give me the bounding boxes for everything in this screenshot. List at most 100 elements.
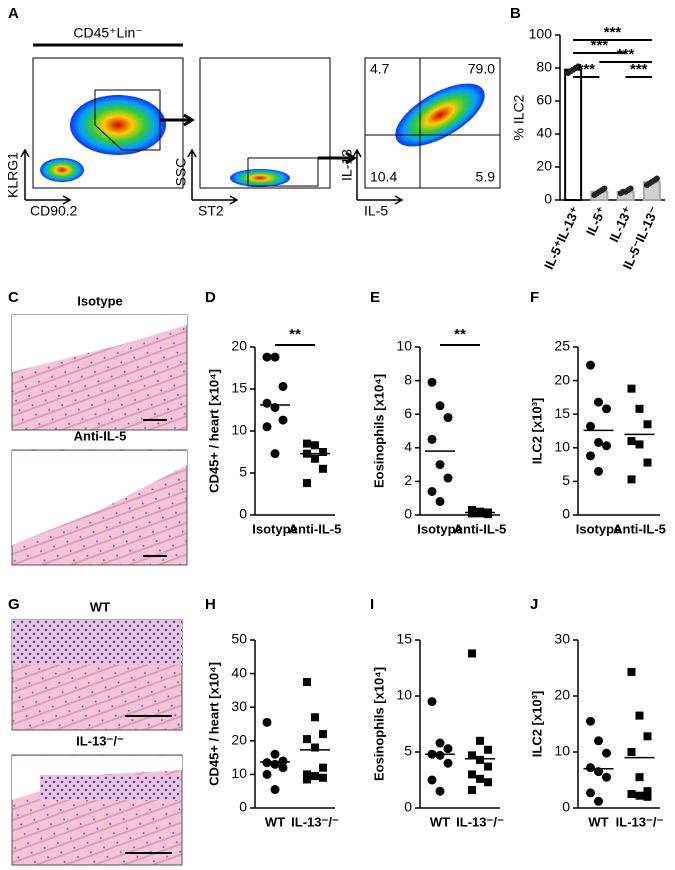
data-point (594, 736, 603, 746)
data-point (262, 717, 272, 727)
y-axis-label: Eosinophils [x10⁴] (371, 667, 386, 781)
y-tick-label: 20 (554, 687, 570, 703)
y-axis-label: % ILC2 (511, 94, 527, 140)
y-tick-label: 0 (239, 799, 247, 815)
data-point (427, 434, 437, 444)
y-tick-label: 15 (396, 631, 412, 647)
y-tick-label: 2 (404, 472, 412, 488)
data-point (586, 360, 595, 370)
significance-label: ** (289, 326, 301, 343)
data-point (635, 440, 644, 449)
data-point (311, 713, 319, 722)
image-background (12, 451, 187, 545)
significance-label: *** (591, 37, 609, 54)
data-point (262, 398, 272, 408)
y-tick-label: 5 (562, 472, 570, 488)
y-tick-label: 10 (231, 765, 247, 781)
y-tick-label: 0 (404, 799, 412, 815)
flow-x-label: CD90.2 (30, 203, 78, 219)
x-tick-label: Anti-IL-5 (454, 521, 507, 536)
y-tick-label: 20 (536, 158, 552, 174)
y-tick-label: 60 (536, 92, 552, 108)
data-point (303, 678, 311, 686)
x-tick-label: IL-13⁻/⁻ (291, 814, 339, 829)
data-point (270, 785, 280, 795)
y-tick-label: 80 (536, 59, 552, 75)
data-point (468, 786, 476, 795)
x-tick-label: Anti-IL-5 (289, 521, 342, 536)
data-point (311, 454, 319, 463)
axis-arrow (20, 148, 404, 205)
y-tick-label: 100 (529, 26, 553, 42)
data-point (586, 716, 595, 726)
y-tick-label: 40 (536, 125, 552, 141)
data-point (435, 738, 445, 748)
data-point (443, 744, 453, 754)
data-point (435, 786, 445, 796)
data-point (602, 748, 611, 758)
flow-x-label: ST2 (198, 203, 224, 219)
data-point (594, 466, 603, 476)
y-axis-label: Eosinophils [x10⁴] (371, 374, 386, 488)
infiltrate (12, 620, 182, 665)
x-tick-label: IL-5⁺ (583, 204, 609, 238)
data-point (435, 497, 445, 507)
panel-letter: J (530, 596, 538, 613)
data-point (476, 736, 484, 745)
data-point (476, 774, 484, 783)
data-point (627, 667, 636, 676)
arrow (160, 113, 357, 165)
data-point (435, 460, 445, 470)
panel-letter: D (205, 289, 216, 306)
data-point (311, 772, 319, 781)
population (70, 95, 166, 155)
x-tick-label: WT (430, 814, 450, 829)
data-point (468, 751, 476, 760)
gate (94, 89, 161, 151)
data-point (627, 185, 634, 192)
y-tick-label: 6 (404, 405, 412, 421)
image-label: IL-13⁻/⁻ (76, 733, 124, 748)
data-point (278, 763, 288, 773)
data-point (627, 475, 636, 484)
image-label: Anti-IL-5 (74, 428, 127, 443)
bar (564, 68, 583, 202)
y-axis-label: CD45+ / heart [x10⁴] (206, 369, 221, 493)
x-tick-label: IL-13⁻/⁻ (456, 814, 504, 829)
data-point (627, 748, 636, 756)
data-point (262, 769, 272, 779)
data-point (435, 750, 445, 760)
data-point (476, 509, 484, 518)
quadrant-value: 79.0 (468, 61, 495, 77)
data-point (643, 732, 652, 741)
data-point (311, 743, 319, 752)
y-tick-label: 10 (396, 338, 412, 354)
data-point (602, 404, 611, 414)
infiltrate (40, 775, 180, 800)
data-point (594, 437, 603, 447)
data-point (484, 745, 492, 754)
data-point (303, 735, 311, 744)
quadrant-value: 5.9 (476, 169, 496, 185)
data-point (586, 763, 595, 773)
y-tick-label: 0 (562, 506, 570, 522)
data-point (443, 473, 453, 483)
data-point (575, 63, 582, 70)
data-point (443, 758, 453, 768)
significance-label: ** (454, 326, 466, 343)
panel-letter: I (370, 596, 374, 613)
data-point (278, 381, 288, 391)
x-tick-label: WT (265, 814, 285, 829)
data-point (319, 448, 327, 456)
y-tick-label: 40 (231, 664, 247, 680)
flow-x-label: IL-5 (364, 203, 388, 219)
data-point (627, 437, 636, 446)
panel-letter: B (510, 5, 521, 22)
data-point (627, 384, 636, 393)
y-tick-label: 30 (554, 631, 570, 647)
y-tick-label: 30 (231, 698, 247, 714)
data-point (303, 770, 311, 779)
data-point (427, 697, 437, 707)
y-tick-label: 10 (396, 687, 412, 703)
